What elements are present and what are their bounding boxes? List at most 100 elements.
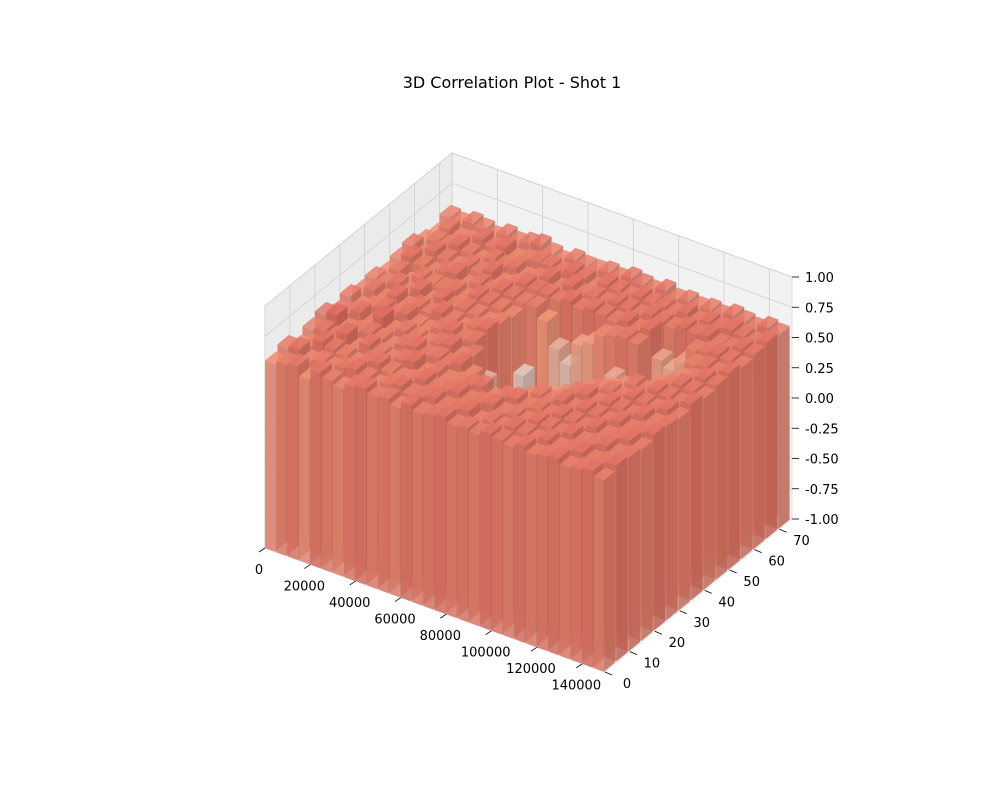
bar-top-face (575, 397, 597, 410)
bar-front-face (548, 455, 559, 656)
bar-top-face (467, 284, 490, 297)
bar-top-face (686, 322, 708, 335)
bar-top-face (495, 235, 517, 248)
bar-top-face (505, 255, 527, 269)
bar-top-face (339, 284, 362, 297)
bar-side-face (741, 359, 753, 560)
bar-top-face (310, 359, 332, 373)
bar-top-face (437, 378, 459, 392)
tick-mark (304, 564, 311, 569)
y-tick-label: 50 (743, 575, 760, 590)
bar-top-face (586, 403, 609, 417)
bar-top-face (529, 249, 551, 263)
tick-mark (576, 663, 583, 669)
bar-top-face (755, 330, 778, 343)
bar-top-face (538, 282, 560, 296)
bar-top-face (641, 303, 663, 316)
bar-top-face (370, 341, 392, 355)
bar-top-face (643, 421, 665, 435)
bar-top-face (321, 368, 344, 382)
tick-mark (629, 651, 638, 655)
bar-top-face (425, 229, 448, 243)
bar-top-face (600, 379, 622, 392)
bar-top-face (436, 247, 458, 261)
bar-top-face (525, 295, 548, 309)
bar-top-face (476, 316, 499, 330)
bar-top-face (538, 427, 560, 441)
z-tick-label: 1.00 (805, 271, 834, 286)
bar-top-face (396, 302, 418, 316)
bar-top-face (459, 389, 482, 403)
bar-front-face (559, 464, 570, 660)
tick-mark (394, 597, 402, 602)
bar-top-face (584, 284, 606, 298)
bar-top-face (482, 247, 504, 261)
bar-top-face (389, 246, 412, 260)
bar-top-face (439, 204, 461, 218)
bar-top-face (514, 433, 536, 447)
bar-front-face (593, 476, 604, 672)
y-tick-label: 30 (694, 616, 711, 631)
bar-top-face (277, 335, 299, 348)
bar-top-face (356, 366, 379, 380)
bar-top-face (288, 336, 311, 350)
bar-front-face (310, 368, 321, 569)
bar-front-face (321, 377, 332, 573)
tick-mark (729, 569, 737, 574)
bar-top-face (696, 340, 719, 354)
bar-top-face (734, 309, 756, 323)
bar-top-face (657, 397, 679, 411)
bar-top-face (598, 260, 620, 274)
bar-top-face (583, 296, 605, 310)
bar-top-face (469, 422, 491, 435)
bar-front-face (287, 362, 298, 560)
bar-top-face (541, 389, 563, 403)
bar-top-face (593, 323, 616, 337)
bar-top-face (408, 294, 431, 308)
z-tick-label: -0.75 (805, 483, 839, 498)
bar-top-face (402, 233, 424, 246)
tick-mark (258, 547, 266, 553)
bar-top-face (593, 467, 616, 481)
bar-top-face (768, 322, 790, 336)
bar-top-face (699, 309, 721, 323)
bar-top-face (384, 319, 406, 333)
bar-top-face (496, 223, 518, 236)
bar-top-face (479, 290, 501, 304)
bar-top-face (559, 455, 582, 468)
bar-top-face (684, 353, 706, 366)
bar-top-face (433, 276, 456, 290)
bar-top-face (440, 333, 463, 346)
bar-top-face (335, 343, 357, 357)
z-tick-label: 0.00 (805, 392, 834, 407)
tick-mark (679, 610, 687, 615)
bar-top-face (462, 210, 484, 224)
bar-top-face (670, 372, 693, 386)
bar-front-face (469, 431, 480, 627)
bar-top-face (654, 278, 677, 292)
bar-top-face (334, 355, 356, 369)
bar-top-face (448, 232, 470, 246)
bar-top-face (646, 378, 669, 392)
bar-top-face (620, 418, 643, 432)
bar-top-face (357, 349, 380, 363)
bar-top-face (449, 370, 472, 384)
bar-top-face (473, 217, 495, 231)
bar-top-face (618, 297, 640, 311)
bar-top-face (619, 427, 642, 441)
bar-top-face (599, 391, 621, 404)
bar-top-face (345, 357, 367, 371)
tick-mark (440, 613, 447, 619)
bar-top-face (652, 309, 674, 323)
bar-front-face (378, 395, 389, 594)
bar-top-face (430, 317, 452, 330)
bar-top-face (413, 384, 435, 398)
bar-top-face (491, 427, 514, 441)
bar-top-face (465, 315, 487, 329)
bar-top-face (483, 235, 506, 249)
bar-top-face (369, 351, 391, 365)
bar-top-face (525, 442, 548, 456)
bar-front-face (355, 385, 366, 585)
bar-top-face (427, 360, 449, 373)
bar-top-face (429, 331, 451, 345)
